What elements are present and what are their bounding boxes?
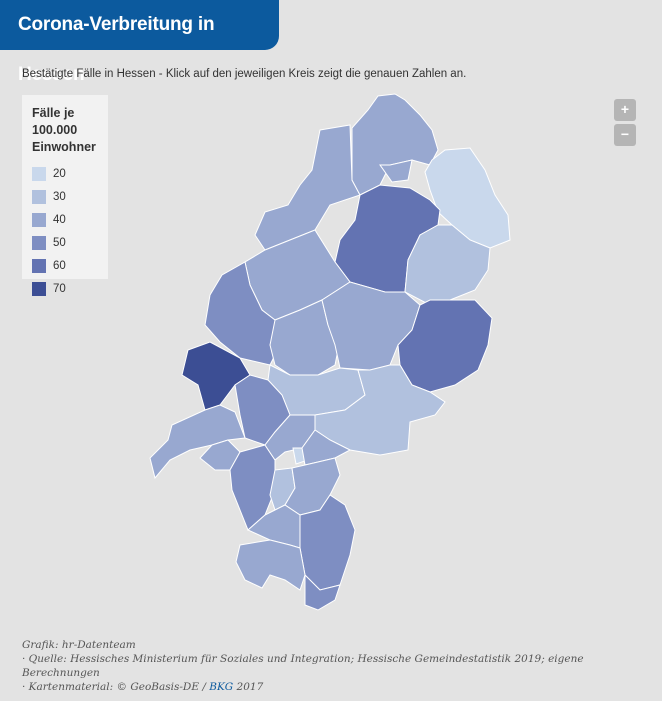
legend-item: 40 xyxy=(32,208,108,231)
map-region[interactable] xyxy=(254,124,361,251)
legend-item: 30 xyxy=(32,185,108,208)
footer: Grafik: hr-Datenteam · Quelle: Hessische… xyxy=(22,638,662,694)
map-region[interactable] xyxy=(379,159,413,183)
legend-item: 20 xyxy=(32,162,108,185)
legend-swatch xyxy=(32,189,46,204)
zoom-in-button[interactable]: + xyxy=(614,99,636,121)
page-title: Corona-Verbreitung in Hessen xyxy=(0,0,279,85)
zoom-out-button[interactable]: − xyxy=(614,124,636,146)
legend-label: 60 xyxy=(53,259,66,272)
map-region[interactable] xyxy=(424,147,511,249)
legend-swatch xyxy=(32,258,46,273)
legend-label: 30 xyxy=(53,190,66,203)
legend-label: 50 xyxy=(53,236,66,249)
map-subtitle: Bestätigte Fälle in Hessen - Klick auf d… xyxy=(22,68,467,80)
map-region[interactable] xyxy=(269,299,341,376)
legend-item: 70 xyxy=(32,277,108,300)
legend-item: 60 xyxy=(32,254,108,277)
legend-item: 50 xyxy=(32,231,108,254)
legend-label: 40 xyxy=(53,213,66,226)
legend-swatch xyxy=(32,281,46,296)
map-region[interactable] xyxy=(149,404,246,480)
map-region[interactable] xyxy=(397,299,493,393)
map-region[interactable] xyxy=(235,539,306,591)
legend-title: Fälle je 100.000 Einwohner xyxy=(32,106,96,154)
legend-swatch xyxy=(32,166,46,181)
map-region[interactable] xyxy=(204,261,281,366)
map-region[interactable] xyxy=(314,364,446,456)
bkg-link[interactable]: BKG xyxy=(209,681,234,693)
legend-label: 70 xyxy=(53,282,66,295)
legend: Fälle je 100.000 Einwohner 20 30 40 50 60 70 xyxy=(22,95,108,296)
legend-swatch xyxy=(32,235,46,250)
map-region[interactable] xyxy=(304,573,341,611)
footer-map-credit: · Kartenmaterial: © GeoBasis-DE / BKG 20… xyxy=(22,681,264,693)
legend-swatch xyxy=(32,212,46,227)
footer-credit: Grafik: hr-Datenteam xyxy=(22,639,136,651)
legend-label: 20 xyxy=(53,167,66,180)
footer-source: · Quelle: Hessisches Ministerium für Soz… xyxy=(22,653,584,679)
map-region[interactable] xyxy=(404,224,491,306)
